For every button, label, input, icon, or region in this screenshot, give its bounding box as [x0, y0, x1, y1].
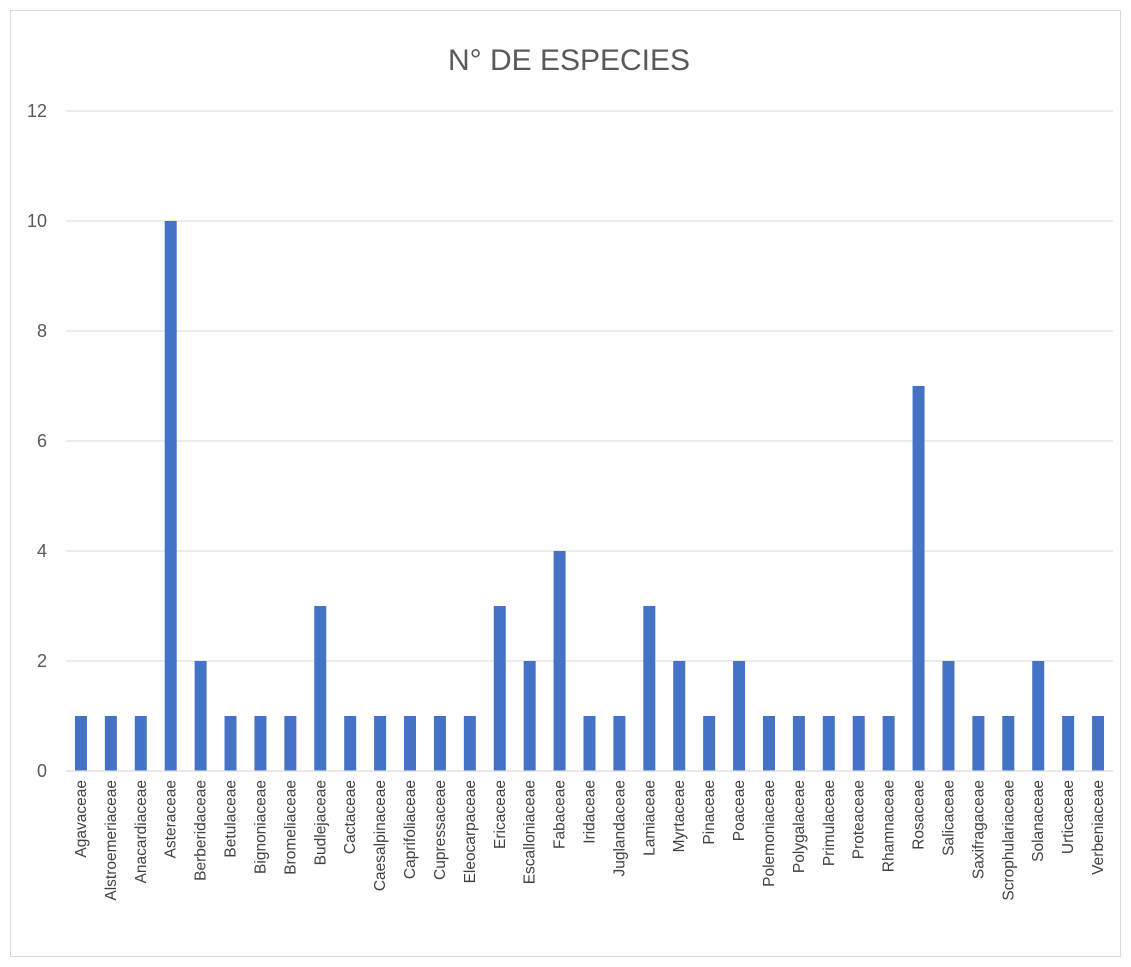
- x-tick-label: Pinaceae: [701, 780, 718, 845]
- bar-alstroemeriaceae: [104, 716, 117, 771]
- x-tick-label: Caprifoliaceae: [402, 780, 419, 879]
- bar-bromeliaceae: [284, 716, 297, 771]
- x-tick-label: Ericaceae: [492, 780, 509, 849]
- bars: [74, 221, 1105, 771]
- y-tick-label: 2: [37, 651, 47, 671]
- y-tick-label: 12: [27, 101, 47, 121]
- bar-rhamnaceae: [882, 716, 895, 771]
- bar-anacardiaceae: [134, 716, 147, 771]
- x-tick-label: Lamiaceae: [641, 780, 658, 856]
- bar-juglandaceae: [613, 716, 626, 771]
- bar-myrtaceae: [673, 661, 686, 771]
- bar-pinaceae: [703, 716, 716, 771]
- x-tick-label: Iridaceae: [582, 780, 599, 844]
- bar-ericaceae: [493, 606, 506, 771]
- x-tick-label: Anacardiaceae: [133, 780, 150, 883]
- bar-caprifoliaceae: [404, 716, 417, 771]
- bar-primulaceae: [822, 716, 835, 771]
- y-tick-label: 10: [27, 211, 47, 231]
- bar-polemoniaceae: [762, 716, 775, 771]
- x-tick-label: Juglandaceae: [611, 780, 628, 877]
- bar-rosaceae: [912, 386, 925, 771]
- bar-poaceae: [733, 661, 746, 771]
- x-tick-label: Bignoniaceae: [252, 780, 269, 874]
- x-tick-label: Berberidaceae: [193, 780, 210, 881]
- bar-eleocarpaceae: [463, 716, 476, 771]
- bar-bignoniaceae: [254, 716, 267, 771]
- y-tick-label: 4: [37, 541, 47, 561]
- x-tick-label: Urticaceae: [1060, 780, 1077, 854]
- x-tick-label: Polygalaceae: [791, 780, 808, 873]
- x-tick-label: Scrophulariaceae: [1000, 780, 1017, 901]
- x-tick-label: Saxifragaceae: [970, 780, 987, 879]
- x-tick-label: Fabaceae: [552, 780, 569, 849]
- y-tick-label: 6: [37, 431, 47, 451]
- bar-berberidaceae: [194, 661, 207, 771]
- bar-iridaceae: [583, 716, 596, 771]
- x-tick-label: Polemoniaceae: [761, 780, 778, 887]
- x-tick-label: Rhamnaceae: [881, 780, 898, 872]
- x-tick-label: Budlejaceae: [312, 780, 329, 865]
- x-tick-label: Myrtaceae: [671, 780, 688, 852]
- bar-cupressaceae: [433, 716, 446, 771]
- x-tick-label: Asteraceae: [163, 780, 180, 858]
- bar-cactaceae: [344, 716, 357, 771]
- bar-verbeniaceae: [1092, 716, 1105, 771]
- bar-salicaceae: [942, 661, 955, 771]
- x-tick-label: Caesalpinaceae: [372, 780, 389, 891]
- bar-urticaceae: [1062, 716, 1075, 771]
- bar-fabaceae: [553, 551, 566, 771]
- bar-saxifragaceae: [972, 716, 985, 771]
- x-tick-label: Poaceae: [731, 780, 748, 841]
- chart-frame: [10, 10, 1121, 957]
- x-tick-label: Primulaceae: [821, 780, 838, 866]
- bar-betulaceae: [224, 716, 237, 771]
- x-tick-label: Rosaceae: [911, 780, 928, 850]
- x-tick-label: Cupressaceae: [432, 780, 449, 880]
- x-tick-label: Agavaceae: [73, 780, 90, 858]
- x-tick-label: Betulaceae: [223, 780, 240, 858]
- y-tick-label: 8: [37, 321, 47, 341]
- chart-title: N° DE ESPECIES: [448, 44, 690, 77]
- x-axis-tick-labels: Agavaceae Alstroemeriaceae Anacardiaceae As…: [73, 780, 1107, 901]
- x-tick-label: Escalloniaceae: [522, 780, 539, 884]
- x-tick-label: Bromeliaceae: [282, 780, 299, 875]
- bar-polygalaceae: [792, 716, 805, 771]
- bar-caesalpinaceae: [374, 716, 387, 771]
- y-tick-label: 0: [37, 761, 47, 781]
- bar-proteaceae: [852, 716, 865, 771]
- x-tick-label: Proteaceae: [851, 780, 868, 859]
- bar-asteraceae: [164, 221, 177, 771]
- x-tick-label: Cactaceae: [342, 780, 359, 854]
- x-tick-label: Salicaceae: [940, 780, 957, 856]
- x-tick-label: Solanaceae: [1030, 780, 1047, 862]
- x-tick-label: Verbeniaceae: [1090, 780, 1107, 875]
- y-axis-tick-labels: 0 2 4 6 8 10 12: [27, 101, 47, 781]
- bar-solanaceae: [1032, 661, 1045, 771]
- gridlines: [66, 110, 1113, 662]
- bar-scrophulariaceae: [1002, 716, 1015, 771]
- bar-escalloniaceae: [523, 661, 536, 771]
- x-tick-label: Alstroemeriaceae: [103, 780, 120, 901]
- x-tick-label: Eleocarpaceae: [462, 780, 479, 883]
- bar-lamiaceae: [643, 606, 656, 771]
- bar-agavaceae: [74, 716, 87, 771]
- bar-budlejaceae: [314, 606, 327, 771]
